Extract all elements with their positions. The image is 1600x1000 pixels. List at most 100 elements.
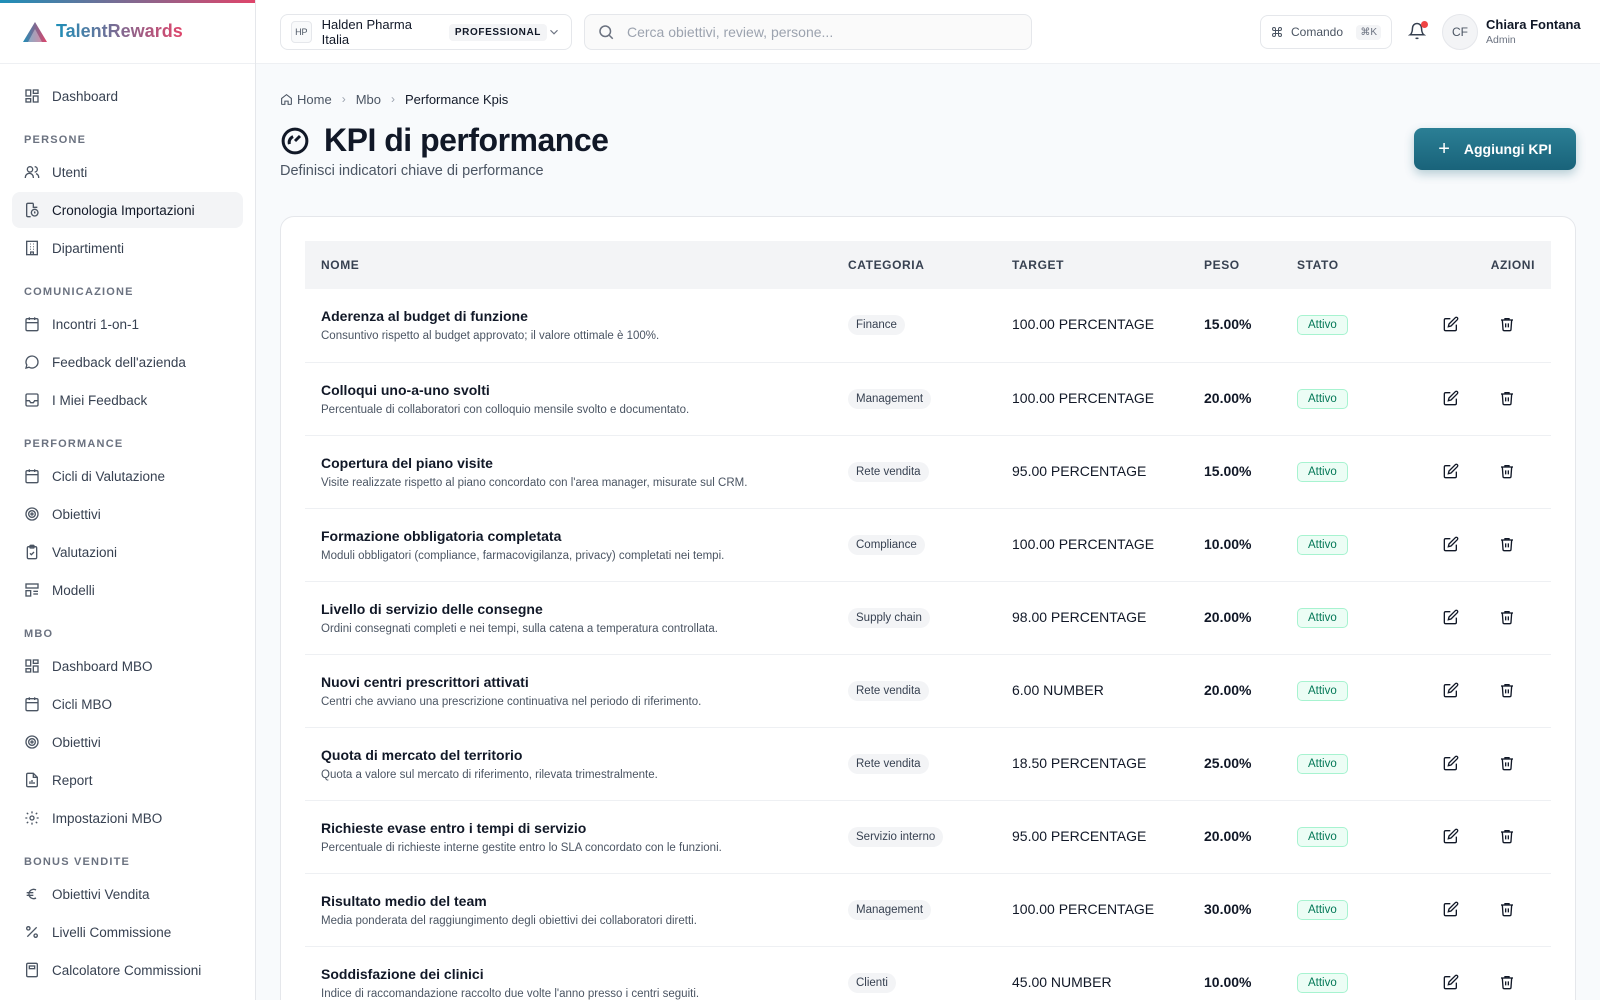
report-icon <box>24 772 40 788</box>
kpi-weight-cell: 20.00% <box>1204 654 1297 728</box>
sidebar-item-cicli-mbo[interactable]: Cicli MBO <box>12 686 243 722</box>
edit-icon[interactable] <box>1443 901 1461 919</box>
breadcrumb-mbo[interactable]: Mbo <box>355 91 381 107</box>
edit-icon[interactable] <box>1443 682 1461 700</box>
kpi-weight-cell: 15.00% <box>1204 435 1297 509</box>
kpi-status-cell: Attivo <box>1297 362 1427 436</box>
search-input[interactable] <box>627 24 1007 40</box>
sidebar-item-modelli[interactable]: Modelli <box>12 572 243 608</box>
user-menu[interactable]: Chiara Fontana Admin <box>1486 17 1581 46</box>
sidebar-item-valutazioni[interactable]: Valutazioni <box>12 534 243 570</box>
trash-icon[interactable] <box>1499 536 1517 554</box>
sidebar-item-dashboard-mbo[interactable]: Dashboard MBO <box>12 648 243 684</box>
command-label: Comando <box>1291 25 1344 39</box>
command-button[interactable]: Comando ⌘K <box>1260 15 1392 49</box>
trash-icon[interactable] <box>1499 390 1517 408</box>
add-kpi-button[interactable]: + Aggiungi KPI <box>1414 128 1576 170</box>
status-badge: Attivo <box>1297 388 1348 409</box>
kpi-weight: 20.00% <box>1204 681 1252 698</box>
sidebar-section-comunicazione: COMUNICAZIONE <box>24 286 134 298</box>
kpi-target: 18.50 PERCENTAGE <box>1012 754 1147 771</box>
edit-icon[interactable] <box>1443 316 1461 334</box>
edit-icon[interactable] <box>1443 609 1461 627</box>
table-row[interactable]: Risultato medio del team Media ponderata … <box>305 873 1551 947</box>
brand-name: TalentRewards <box>56 21 183 41</box>
edit-icon[interactable] <box>1443 536 1461 554</box>
sidebar-item-utenti[interactable]: Utenti <box>12 154 243 190</box>
kpi-target: 98.00 PERCENTAGE <box>1012 608 1147 625</box>
status-badge: Attivo <box>1297 315 1348 336</box>
table-row[interactable]: Colloqui uno-a-uno svolti Percentuale di … <box>305 362 1551 436</box>
command-icon <box>1271 26 1283 38</box>
trash-icon[interactable] <box>1499 609 1517 627</box>
trash-icon[interactable] <box>1499 901 1517 919</box>
kpi-actions-cell <box>1427 727 1551 801</box>
sidebar-item-obiettivi[interactable]: Obiettivi <box>12 496 243 532</box>
edit-icon[interactable] <box>1443 828 1461 846</box>
notifications-button[interactable] <box>1408 21 1428 42</box>
sidebar-item-obiettivi-vendita[interactable]: Obiettivi Vendita <box>12 876 243 912</box>
kpi-status-cell: Attivo <box>1297 508 1427 582</box>
sidebar-item-feedback-dell-azienda[interactable]: Feedback dell'azienda <box>12 344 243 380</box>
sidebar-item-cicli-di-valutazione[interactable]: Cicli di Valutazione <box>12 458 243 494</box>
avatar[interactable]: CF <box>1442 14 1478 50</box>
kpi-weight-cell: 15.00% <box>1204 289 1297 363</box>
kpi-category-cell: Management <box>848 362 1012 436</box>
kpi-name: Colloqui uno-a-uno svolti <box>321 381 490 398</box>
kpi-actions-cell <box>1427 873 1551 947</box>
breadcrumb: Home › Mbo › Performance Kpis <box>280 90 1576 108</box>
col-header-target[interactable]: TARGET <box>1012 258 1065 272</box>
page-title-row: KPI di performance <box>280 122 1576 159</box>
kpi-table: NOME CATEGORIA TARGET PESO STATO AZIONI … <box>305 241 1551 1000</box>
trash-icon[interactable] <box>1499 682 1517 700</box>
edit-icon[interactable] <box>1443 974 1461 992</box>
col-header-name[interactable]: NOME <box>321 258 360 272</box>
brand[interactable]: TalentRewards <box>0 0 255 64</box>
sidebar-item-i-miei-feedback[interactable]: I Miei Feedback <box>12 382 243 418</box>
table-row[interactable]: Quota di mercato del territorio Quota a v… <box>305 727 1551 801</box>
sidebar-item-report[interactable]: Report <box>12 762 243 798</box>
sidebar: TalentRewards Dashboard PERSONE Utenti Cron… <box>0 0 256 1000</box>
trash-icon[interactable] <box>1499 828 1517 846</box>
sidebar-item-dashboard[interactable]: Dashboard <box>12 78 243 114</box>
kpi-actions-cell <box>1427 654 1551 728</box>
edit-icon[interactable] <box>1443 463 1461 481</box>
col-header-weight[interactable]: PESO <box>1204 258 1240 272</box>
col-header-status[interactable]: STATO <box>1297 258 1339 272</box>
sidebar-item-incontri-1-on-1[interactable]: Incontri 1-on-1 <box>12 306 243 342</box>
sidebar-item-cronologia-importazioni[interactable]: Cronologia Importazioni <box>12 192 243 228</box>
kpi-target-cell: 100.00 PERCENTAGE <box>1012 508 1204 582</box>
sidebar-item-calcolatore-commissioni[interactable]: Calcolatore Commissioni <box>12 952 243 988</box>
category-tag: Servizio interno <box>848 826 944 847</box>
kpi-actions-cell <box>1427 946 1551 1000</box>
sidebar-item-dipartimenti[interactable]: Dipartimenti <box>12 230 243 266</box>
kpi-name-cell: Soddisfazione dei clinici Indice di racco… <box>305 946 848 1000</box>
search-bar[interactable] <box>584 14 1032 50</box>
edit-icon[interactable] <box>1443 390 1461 408</box>
edit-icon[interactable] <box>1443 755 1461 773</box>
category-tag: Supply chain <box>848 607 930 628</box>
table-row[interactable]: Copertura del piano visite Visite realizz… <box>305 435 1551 509</box>
sidebar-item-livelli-commissione[interactable]: Livelli Commissione <box>12 914 243 950</box>
kpi-target-cell: 95.00 PERCENTAGE <box>1012 435 1204 509</box>
kpi-actions-cell <box>1427 435 1551 509</box>
kpi-weight-cell: 20.00% <box>1204 362 1297 436</box>
trash-icon[interactable] <box>1499 755 1517 773</box>
table-row[interactable]: Nuovi centri prescrittori attivati Centri… <box>305 654 1551 728</box>
breadcrumb-home[interactable]: Home <box>297 91 332 107</box>
col-header-category[interactable]: CATEGORIA <box>848 258 925 272</box>
sidebar-item-impostazioni-mbo[interactable]: Impostazioni MBO <box>12 800 243 836</box>
kpi-target: 100.00 PERCENTAGE <box>1012 535 1155 552</box>
trash-icon[interactable] <box>1499 463 1517 481</box>
sidebar-item-obiettivi[interactable]: Obiettivi <box>12 724 243 760</box>
table-row[interactable]: Formazione obbligatoria completata Moduli… <box>305 508 1551 582</box>
user-name: Chiara Fontana <box>1486 17 1581 32</box>
org-switcher[interactable]: HP Halden Pharma Italia PROFESSIONAL <box>280 14 572 50</box>
table-row[interactable]: Livello di servizio delle consegne Ordini… <box>305 581 1551 655</box>
trash-icon[interactable] <box>1499 974 1517 992</box>
trash-icon[interactable] <box>1499 316 1517 334</box>
category-tag: Rete vendita <box>848 753 929 774</box>
table-row[interactable]: Richieste evase entro i tempi di servizi… <box>305 800 1551 874</box>
table-row[interactable]: Soddisfazione dei clinici Indice di racco… <box>305 946 1551 1000</box>
table-row[interactable]: Aderenza al budget di funzione Consuntivo… <box>305 289 1551 363</box>
